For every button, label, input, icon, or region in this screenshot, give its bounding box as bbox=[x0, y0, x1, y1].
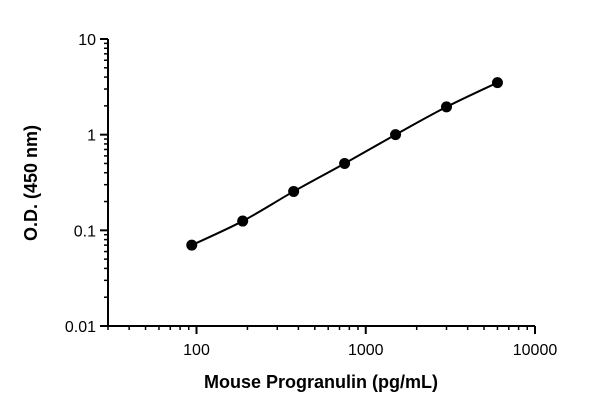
y-axis-title: O.D. (450 nm) bbox=[21, 125, 41, 241]
data-points bbox=[186, 77, 503, 251]
y-tick-label: 10 bbox=[78, 32, 96, 49]
data-point bbox=[237, 215, 249, 227]
y-tick-label: 0.01 bbox=[65, 319, 96, 336]
data-point bbox=[288, 185, 300, 197]
ticks: 0.01 0.1 1 10 100 1000 10000 bbox=[65, 32, 557, 359]
axes bbox=[107, 39, 535, 327]
y-tick-label: 1 bbox=[87, 128, 96, 145]
y-tick-label: 0.1 bbox=[74, 223, 96, 240]
x-tick-label: 1000 bbox=[348, 342, 384, 359]
data-point bbox=[441, 101, 453, 113]
data-point bbox=[186, 239, 198, 251]
data-point bbox=[491, 77, 503, 89]
data-point bbox=[339, 157, 351, 169]
data-point bbox=[390, 129, 402, 141]
x-tick-label: 10000 bbox=[513, 342, 558, 359]
x-axis-title: Mouse Progranulin (pg/mL) bbox=[204, 372, 438, 392]
x-tick-label: 100 bbox=[183, 342, 210, 359]
